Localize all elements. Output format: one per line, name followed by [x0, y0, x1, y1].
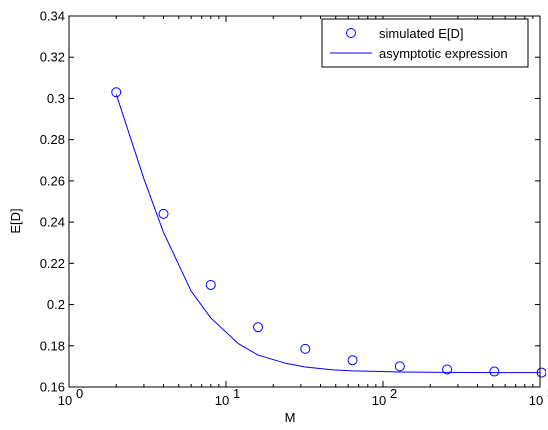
data-point-simulated	[158, 208, 169, 219]
legend-label-simulated: simulated E[D]	[379, 26, 464, 41]
x-tick-label: 10	[58, 393, 72, 408]
legend: simulated E[D] asymptotic expression	[321, 18, 529, 68]
legend-marker-simulated	[346, 28, 356, 38]
x-axis-label: M	[285, 410, 296, 425]
x-tick-label-exponent: 2	[390, 386, 397, 401]
x-tick-label: 10	[372, 393, 386, 408]
plot-area	[111, 87, 546, 378]
y-tick-label: 0.28	[40, 132, 65, 147]
x-tick-label-exponent: 1	[233, 386, 240, 401]
y-axis-label: E[D]	[8, 208, 23, 233]
y-tick-label: 0.32	[40, 50, 65, 65]
series-line-asymptotic	[115, 94, 540, 374]
data-point-simulated	[347, 355, 358, 366]
y-tick-label: 0.16	[40, 380, 65, 395]
y-tick-label: 0.34	[40, 9, 65, 24]
x-axis-ticks: 100101102103	[58, 16, 548, 408]
y-tick-label: 0.24	[40, 215, 65, 230]
data-point-simulated	[205, 279, 216, 290]
data-point-simulated	[300, 343, 311, 354]
axes-frame	[68, 15, 541, 388]
y-tick-label: 0.26	[40, 173, 65, 188]
x-tick-label: 10	[215, 393, 229, 408]
y-tick-label: 0.18	[40, 338, 65, 353]
y-tick-label: 0.3	[47, 91, 65, 106]
y-tick-label: 0.22	[40, 256, 65, 271]
data-point-simulated	[489, 366, 500, 377]
legend-label-asymptotic: asymptotic expression	[379, 46, 508, 61]
legend-box	[321, 18, 529, 68]
data-point-simulated	[253, 322, 264, 333]
y-axis-ticks: 0.16 0.18 0.2 0.22 0.24 0.26 0.28 0.3 0.32 0.34	[40, 9, 540, 395]
y-tick-label: 0.2	[47, 297, 65, 312]
x-tick-label: 10	[529, 393, 543, 408]
data-point-simulated	[442, 364, 453, 375]
x-tick-label-exponent: 0	[76, 386, 83, 401]
data-point-simulated	[111, 87, 122, 98]
data-point-simulated	[394, 361, 405, 372]
